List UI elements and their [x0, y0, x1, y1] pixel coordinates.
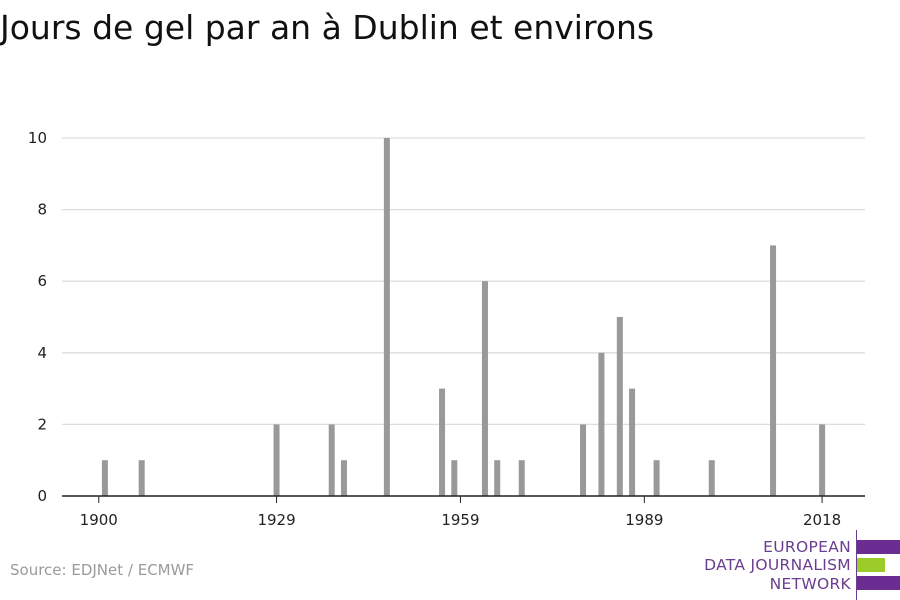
x-tick-label-1959: 1959 [441, 511, 479, 529]
chart-title: Jours de gel par an à Dublin et environs [0, 8, 655, 47]
x-tick-label-1900: 1900 [80, 511, 118, 529]
logo-line-2: DATA JOURNALISM [704, 556, 851, 574]
bars [101, 138, 826, 496]
bar-1985 [616, 317, 623, 496]
logo-bar-bottom [857, 576, 900, 590]
bar-1991 [653, 460, 660, 496]
bar-1979 [580, 424, 587, 496]
bar-1938 [328, 424, 335, 496]
bar-chart: 0 2 4 6 8 10 1900 1929 1959 1989 2018 [28, 129, 865, 529]
bar-1958 [451, 460, 458, 496]
bar-1947 [383, 138, 390, 496]
source-note: Source: EDJNet / ECMWF [10, 561, 195, 579]
bar-1987 [629, 388, 636, 496]
bar-1963 [481, 281, 488, 496]
y-tick-label-8: 8 [37, 201, 47, 219]
bar-2018 [819, 424, 826, 496]
bar-1965 [494, 460, 501, 496]
y-tick-label-6: 6 [37, 272, 47, 290]
bar-1940 [340, 460, 347, 496]
bar-2000 [708, 460, 715, 496]
y-tick-label-4: 4 [37, 344, 47, 362]
logo-line-1: EUROPEAN [763, 538, 851, 556]
grid-lines [62, 137, 865, 426]
y-tick-label-0: 0 [37, 487, 47, 505]
bar-1956 [439, 388, 446, 496]
y-tick-label-2: 2 [37, 415, 47, 433]
y-axis-ticks: 0 2 4 6 8 10 [28, 129, 47, 505]
bar-1929 [273, 424, 280, 496]
logo-line-3: NETWORK [769, 575, 851, 593]
bar-1969 [518, 460, 525, 496]
y-tick-label-10: 10 [28, 129, 47, 147]
bar-2010 [770, 245, 777, 496]
bar-1907 [138, 460, 145, 496]
x-tick-label-1929: 1929 [257, 511, 295, 529]
x-tick-label-1989: 1989 [625, 511, 663, 529]
logo-bar-top [857, 540, 900, 554]
logo-divider [856, 530, 857, 600]
logo-bar-middle [857, 558, 885, 572]
bar-1901 [101, 460, 108, 496]
bar-1982 [598, 352, 605, 496]
edjnet-logo: EUROPEAN DATA JOURNALISM NETWORK [700, 530, 900, 600]
x-tick-label-2018: 2018 [803, 511, 841, 529]
x-axis-ticks: 1900 1929 1959 1989 2018 [80, 496, 841, 529]
